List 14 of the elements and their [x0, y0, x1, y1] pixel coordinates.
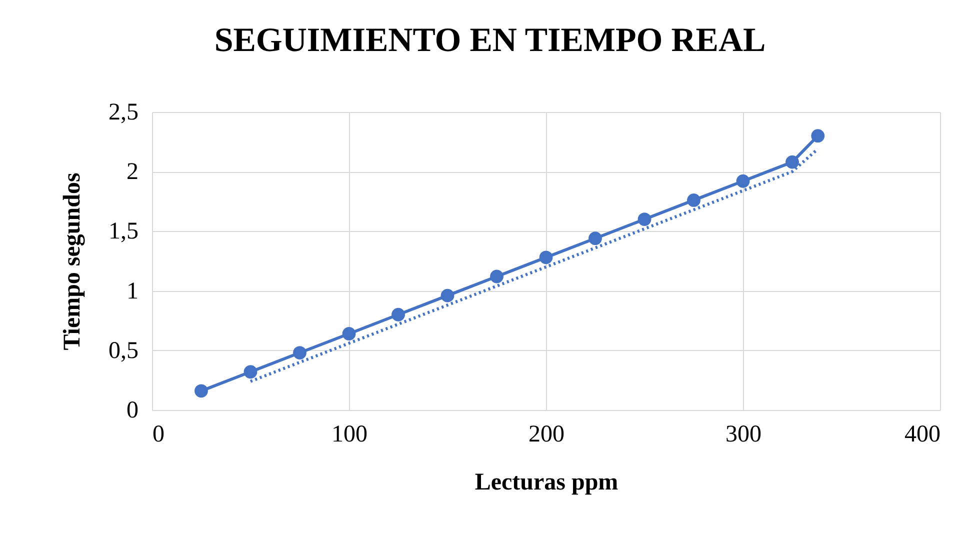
- chart-title: SEGUIMIENTO EN TIEMPO REAL: [214, 22, 766, 59]
- x-tick-label: 200: [528, 422, 564, 448]
- x-tick-label: 400: [904, 422, 940, 448]
- x-tick-label: 300: [726, 422, 762, 448]
- x-axis-title: Lecturas ppm: [474, 470, 618, 496]
- y-tick-label: 2,5: [108, 100, 138, 126]
- y-tick-label: 0: [126, 398, 138, 424]
- y-tick-label: 0,5: [108, 338, 138, 364]
- y-tick-label: 1,5: [108, 218, 138, 245]
- x-tick-label: 100: [332, 422, 368, 448]
- y-axis-title: Tiempo segundos: [60, 172, 86, 350]
- x-tick-label: 0: [152, 422, 164, 448]
- y-tick-label: 1: [126, 278, 138, 304]
- y-tick-label: 2: [126, 159, 138, 186]
